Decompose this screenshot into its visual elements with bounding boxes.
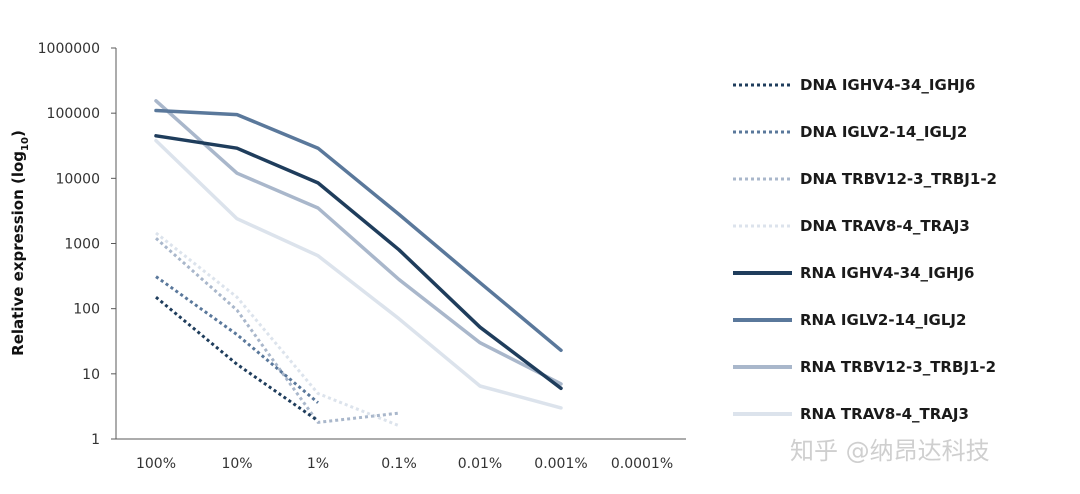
x-tick-label: 10% [221, 456, 252, 472]
y-tick-label: 1 [91, 432, 100, 448]
legend-label: RNA IGHV4-34_IGHJ6 [800, 264, 975, 282]
x-tick-label: 100% [136, 456, 176, 472]
series-line-rna-trbv12-3-trbj1-2 [154, 99, 563, 386]
legend-label: DNA TRBV12-3_TRBJ1-2 [800, 170, 997, 188]
x-tick-label: 1% [307, 456, 329, 472]
x-tick-label: 0.01% [458, 456, 502, 472]
legend-label: DNA IGHV4-34_IGHJ6 [800, 76, 975, 94]
x-tick-label: 0.1% [381, 456, 417, 472]
y-tick-label: 100000 [47, 106, 100, 122]
series-line-dna-trav8-4-traj3 [155, 231, 400, 428]
x-tick-label: 0.001% [534, 456, 587, 472]
series-line-dna-trbv12-3-trbj1-2 [155, 237, 400, 424]
series-line-dna-ighv4-34-ighj6 [155, 296, 319, 423]
legend-label: DNA IGLV2-14_IGLJ2 [800, 123, 967, 141]
legend-label: RNA IGLV2-14_IGLJ2 [800, 311, 966, 329]
y-tick-label: 1000000 [38, 41, 100, 57]
y-tick-label: 10 [82, 367, 100, 383]
legend: DNA IGHV4-34_IGHJ6 DNA IGLV2-14_IGLJ2 DNA … [733, 76, 997, 423]
y-axis-label: Relative expression (log10) [9, 130, 31, 356]
watermark: 知乎 @纳昂达科技 [790, 437, 990, 465]
axes: 1 10 100 1000 10000 100000 1000000 100% 10% 1% 0.1… [38, 41, 686, 472]
y-tick-label: 100 [73, 302, 100, 318]
series-line-rna-ighv4-34-ighj6 [154, 134, 563, 391]
legend-label: DNA TRAV8-4_TRAJ3 [800, 217, 970, 235]
series-line-dna-iglv2-14-iglj2 [155, 275, 319, 404]
legend-label: RNA TRAV8-4_TRAJ3 [800, 405, 969, 423]
legend-label: RNA TRBV12-3_TRBJ1-2 [800, 358, 996, 376]
x-tick-label: 0.0001% [611, 456, 673, 472]
series-layer [154, 99, 563, 428]
y-tick-label: 1000 [64, 237, 100, 253]
y-tick-label: 10000 [55, 171, 100, 187]
series-line-rna-iglv2-14-iglj2 [154, 108, 563, 353]
series-line-rna-trav8-4-traj3 [154, 138, 563, 410]
